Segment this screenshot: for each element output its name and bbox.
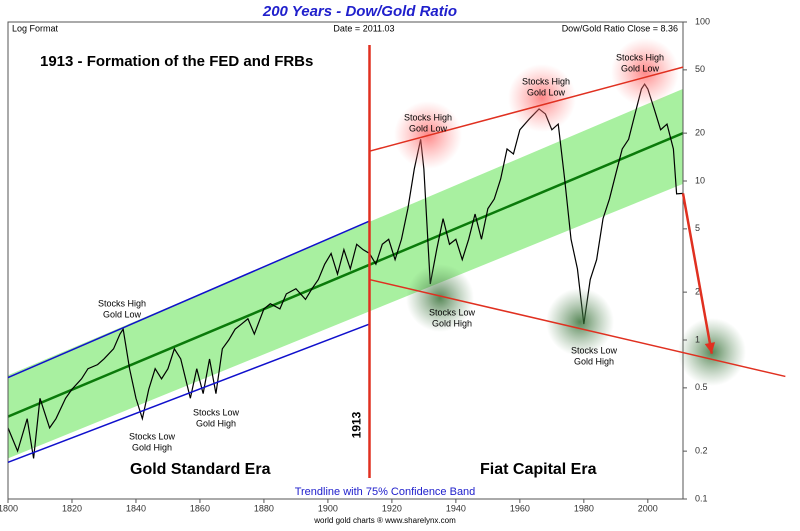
trendline [8,131,683,418]
credit: world gold charts ® www.sharelynx.com [313,516,456,525]
annotation: Gold High [432,318,472,328]
x-tick-label: 1880 [254,503,274,513]
chart-title: 200 Years - Dow/Gold Ratio [262,3,457,20]
channel-line [7,220,370,379]
close-label: Dow/Gold Ratio Close = 8.36 [562,23,678,33]
y-tick-label: 100 [695,16,710,26]
y-tick-label: 0.2 [695,446,708,456]
x-tick-label: 1920 [382,503,402,513]
channel-line [7,323,370,464]
channel-line [369,278,786,378]
scale-label: Log Format [12,23,59,33]
y-tick-label: 0.5 [695,382,708,392]
era-label: Fiat Capital Era [480,461,597,478]
y-tick-label: 2 [695,287,700,297]
annotation: Stocks High [98,298,146,308]
glow [406,264,474,332]
x-tick-label: 2000 [638,503,658,513]
annotation: Gold Low [621,63,660,73]
headline: 1913 - Formation of the FED and FRBs [40,53,313,70]
annotation: Stocks Low [129,431,176,441]
era-label: Gold Standard Era [130,461,271,478]
annotation: Gold High [574,356,614,366]
glow [546,288,614,356]
annotation: Stocks Low [429,307,476,317]
annotation: Stocks High [404,112,452,122]
x-tick-label: 1840 [126,503,146,513]
date-label: Date = 2011.03 [333,23,394,33]
arrow-line [681,193,714,354]
y-tick-label: 5 [695,223,700,233]
x-tick-label: 1800 [0,503,18,513]
band-label: Trendline with 75% Confidence Band [295,486,476,498]
y-tick-label: 20 [695,128,705,138]
y-tick-label: 0.1 [695,493,708,503]
annotation: Gold Low [103,309,142,319]
annotation: Gold Low [527,87,566,97]
annotation: Stocks High [522,76,570,86]
x-tick-label: 1820 [62,503,82,513]
annotation: Stocks Low [193,407,240,417]
x-tick-label: 1860 [190,503,210,513]
plot-frame [7,21,684,500]
annotation: Stocks High [616,52,664,62]
x-tick-label: 1900 [318,503,338,513]
annotation: Gold High [196,418,236,428]
y-tick-label: 10 [695,175,705,185]
x-tick-label: 1940 [446,503,466,513]
event-label: 1913 [350,411,364,438]
arrow-head [704,342,716,354]
channel-line [369,66,684,152]
glow [508,64,576,132]
x-tick-label: 1980 [574,503,594,513]
y-tick-label: 50 [695,64,705,74]
x-tick-label: 1960 [510,503,530,513]
annotation: Stocks Low [571,345,618,355]
annotation: Gold Low [409,123,448,133]
annotation: Gold High [132,442,172,452]
y-tick-label: 1 [695,334,700,344]
glow [611,38,679,106]
